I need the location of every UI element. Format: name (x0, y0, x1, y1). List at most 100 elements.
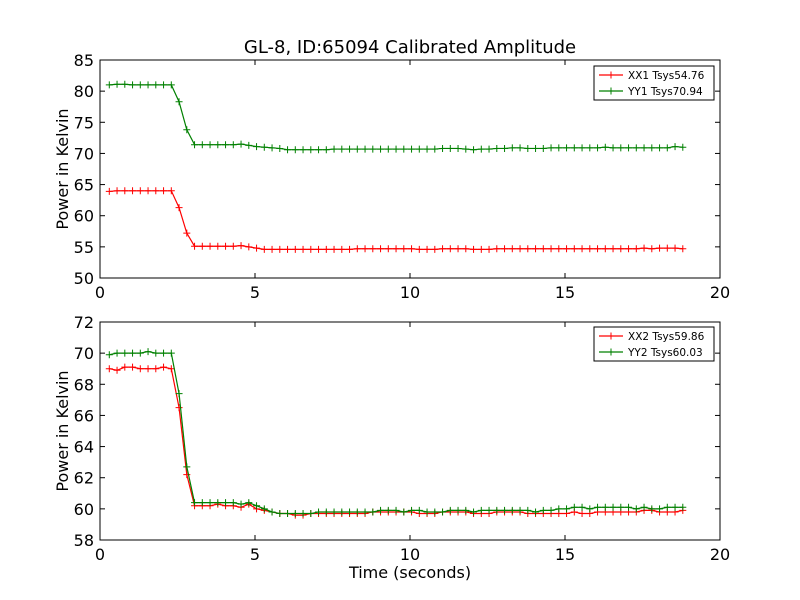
data-point (307, 510, 315, 518)
data-point (175, 204, 183, 212)
data-point (346, 508, 354, 516)
data-point (136, 187, 144, 195)
data-point (477, 245, 485, 253)
data-point (439, 245, 447, 253)
data-point (671, 503, 679, 511)
data-point (353, 508, 361, 516)
data-point (446, 506, 454, 514)
data-point (539, 506, 547, 514)
chart-title: GL-8, ID:65094 Calibrated Amplitude (244, 37, 576, 58)
data-point (268, 508, 276, 516)
data-point (454, 144, 462, 152)
data-point (167, 187, 175, 195)
x-tick-label: 15 (555, 545, 575, 564)
data-point (462, 506, 470, 514)
data-point (198, 499, 206, 507)
data-point (353, 145, 361, 153)
data-point (260, 245, 268, 253)
data-point (144, 81, 152, 89)
data-point (144, 187, 152, 195)
data-point (547, 245, 555, 253)
data-point (206, 242, 214, 250)
x-tick-label: 10 (400, 283, 420, 302)
data-point (524, 245, 532, 253)
y-tick-label: 50 (74, 269, 94, 288)
data-point (485, 145, 493, 153)
x-tick-label: 5 (250, 283, 260, 302)
data-point (617, 144, 625, 152)
data-point (284, 146, 292, 154)
data-point (160, 81, 168, 89)
data-point (400, 145, 408, 153)
data-point (415, 145, 423, 153)
data-point (632, 144, 640, 152)
data-point (144, 348, 152, 356)
data-point (617, 503, 625, 511)
data-point (260, 505, 268, 513)
data-point (284, 245, 292, 253)
data-point (338, 245, 346, 253)
data-point (663, 244, 671, 252)
data-point (105, 351, 113, 359)
y-tick-label: 70 (74, 344, 94, 363)
data-point (555, 144, 563, 152)
data-point (322, 508, 330, 516)
data-point (594, 144, 602, 152)
x-axis-label: Time (seconds) (348, 563, 471, 582)
legend-label: YY1 Tsys70.94 (627, 86, 703, 98)
data-point (493, 245, 501, 253)
data-point (648, 505, 656, 513)
data-point (601, 245, 609, 253)
data-point (121, 363, 129, 371)
data-point (121, 349, 129, 357)
data-point (431, 508, 439, 516)
data-point (121, 80, 129, 88)
data-point (470, 245, 478, 253)
data-point (167, 81, 175, 89)
data-point (570, 245, 578, 253)
data-point (299, 510, 307, 518)
y-tick-label: 55 (74, 238, 94, 257)
data-point (160, 349, 168, 357)
data-point (237, 242, 245, 250)
data-point (338, 145, 346, 153)
data-point (144, 365, 152, 373)
data-point (423, 145, 431, 153)
data-point (400, 245, 408, 253)
data-point (260, 143, 268, 151)
data-point (617, 245, 625, 253)
data-point (431, 145, 439, 153)
data-point (152, 365, 160, 373)
data-point (183, 471, 191, 479)
data-point (315, 245, 323, 253)
legend-label: YY2 Tsys60.03 (627, 347, 703, 359)
data-point (663, 144, 671, 152)
subplot-1: 0 5 10 15 20 50 55 60 65 70 75 80 85 Power in Kelvin X… (53, 51, 730, 302)
data-point (508, 506, 516, 514)
data-point (439, 508, 447, 516)
legend-swatch-marker (607, 348, 615, 356)
data-point (632, 245, 640, 253)
y-tick-label: 72 (74, 313, 94, 332)
data-point (648, 245, 656, 253)
data-point (408, 245, 416, 253)
y-tick-label: 64 (74, 438, 94, 457)
data-point (129, 349, 137, 357)
subplot-2: 0 5 10 15 20 58 60 62 64 66 68 70 72 Power in Kelvin T… (53, 313, 730, 582)
y-tick-label: 60 (74, 500, 94, 519)
y-tick-label: 58 (74, 531, 94, 550)
data-point (524, 506, 532, 514)
data-point (446, 144, 454, 152)
data-point (594, 503, 602, 511)
data-point (547, 506, 555, 514)
data-point (229, 141, 237, 149)
data-point (423, 508, 431, 516)
x-tick-label: 20 (710, 283, 730, 302)
data-point (191, 242, 199, 250)
data-point (408, 145, 416, 153)
data-point (446, 245, 454, 253)
data-point (136, 365, 144, 373)
data-point (291, 510, 299, 518)
data-point (594, 245, 602, 253)
data-point (384, 145, 392, 153)
